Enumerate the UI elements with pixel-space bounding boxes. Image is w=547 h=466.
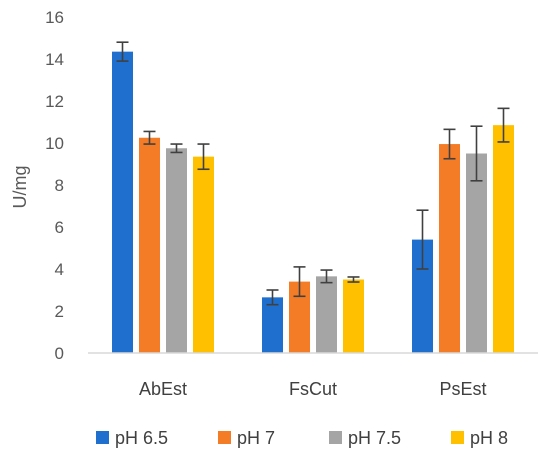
y-tick-label: 4 [55, 260, 64, 279]
legend-label: pH 7.5 [348, 428, 401, 448]
y-tick-label: 6 [55, 218, 64, 237]
error-bar [143, 130, 156, 145]
x-tick-label: FsCut [289, 379, 337, 399]
bar-abest-series-2 [139, 137, 160, 353]
error-bar [116, 41, 129, 62]
error-bar [266, 289, 279, 306]
error-bar [470, 125, 483, 182]
legend-item: pH 6.5 [96, 428, 168, 448]
bar-psest-series-4 [493, 125, 514, 354]
y-tick-label: 2 [55, 302, 64, 321]
bar-psest-series-1 [412, 239, 433, 353]
y-axis-title: U/mg [10, 165, 30, 208]
error-bar [293, 266, 306, 298]
legend-swatch [451, 431, 464, 444]
error-bar [347, 276, 360, 283]
legend-label: pH 8 [470, 428, 508, 448]
x-tick-label: AbEst [139, 379, 187, 399]
error-bar [320, 269, 333, 284]
y-axis-ticks: 0 2 4 6 8 10 12 14 16 [45, 8, 64, 363]
y-tick-label: 12 [45, 92, 64, 111]
legend-swatch [218, 431, 231, 444]
bar-psest-series-3 [466, 153, 487, 353]
bar-abest-series-3 [166, 148, 187, 353]
legend-swatch [329, 431, 342, 444]
error-bar [497, 107, 510, 143]
y-tick-label: 0 [55, 344, 64, 363]
error-bar [170, 143, 183, 154]
bar-fscut-series-1 [262, 297, 283, 353]
y-tick-label: 14 [45, 50, 64, 69]
x-axis-labels: AbEst FsCut PsEst [139, 379, 487, 399]
y-tick-label: 10 [45, 134, 64, 153]
bar-psest-series-2 [439, 144, 460, 353]
bar-abest-series-1 [112, 51, 133, 354]
legend-item: pH 8 [451, 428, 508, 448]
bar-fscut-series-2 [289, 281, 310, 353]
error-bar [416, 209, 429, 270]
bar-abest-series-4 [193, 156, 214, 353]
bar-fscut-series-3 [316, 276, 337, 353]
error-bar [443, 128, 456, 160]
legend-item: pH 7 [218, 428, 275, 448]
y-tick-label: 16 [45, 8, 64, 27]
legend-label: pH 7 [237, 428, 275, 448]
x-tick-label: PsEst [439, 379, 486, 399]
legend-swatch [96, 431, 109, 444]
legend: pH 6.5 pH 7 pH 7.5 pH 8 [96, 428, 508, 448]
bar-fscut-series-4 [343, 279, 364, 353]
legend-item: pH 7.5 [329, 428, 401, 448]
plot-area [112, 41, 514, 354]
legend-label: pH 6.5 [115, 428, 168, 448]
y-tick-label: 8 [55, 176, 64, 195]
error-bar [197, 143, 210, 171]
